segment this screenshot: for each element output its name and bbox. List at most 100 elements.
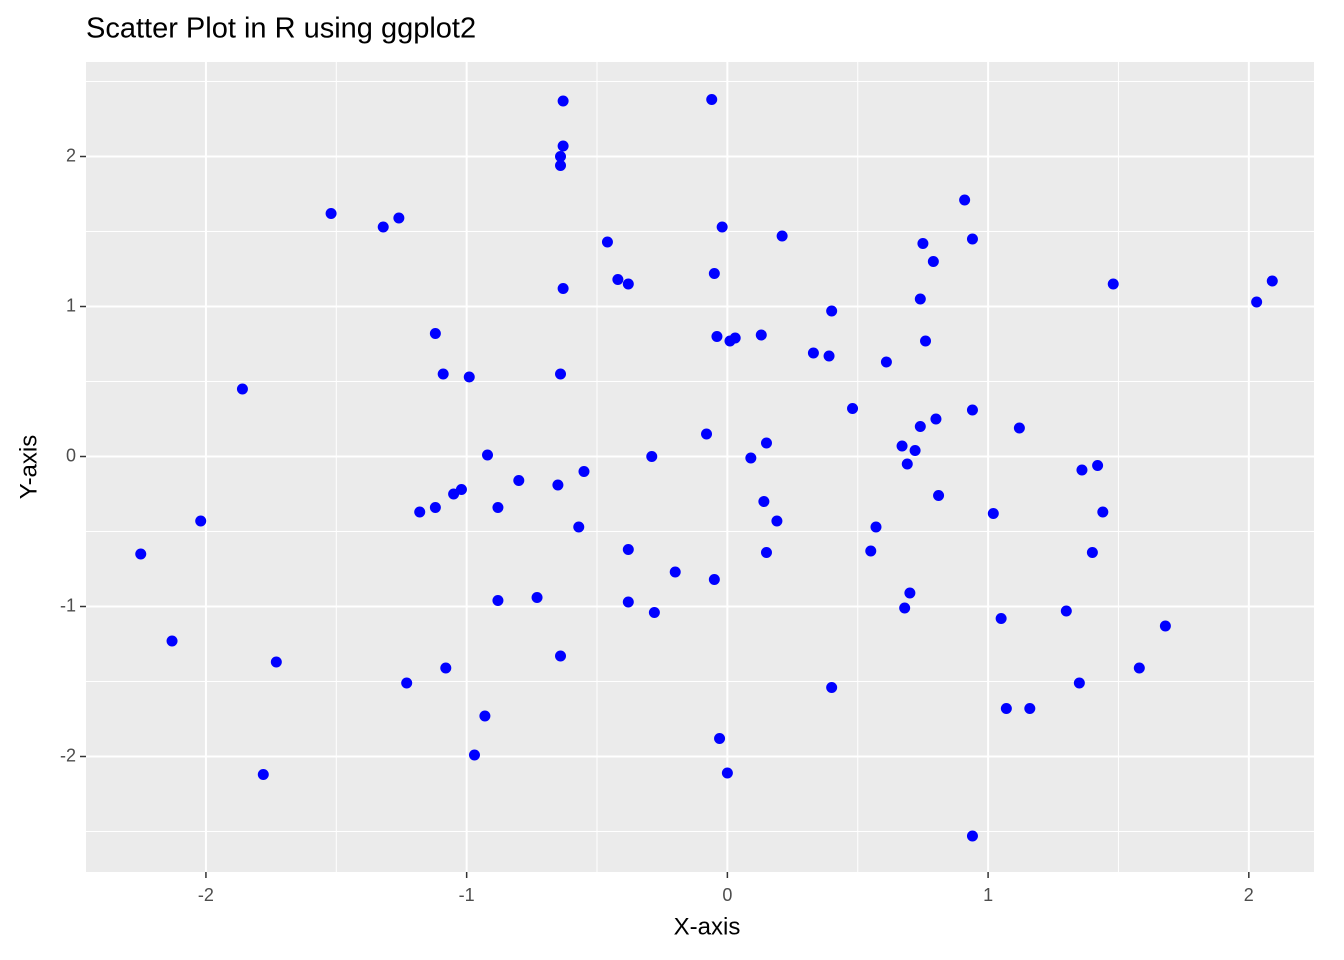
- point: [995, 613, 1007, 624]
- point: [482, 449, 494, 461]
- point: [669, 566, 681, 578]
- point: [1107, 278, 1119, 290]
- y-tick-label: 0: [66, 445, 76, 465]
- point: [706, 94, 718, 105]
- point: [1086, 547, 1098, 558]
- point: [1060, 605, 1072, 617]
- point: [612, 274, 624, 285]
- point: [270, 656, 282, 668]
- point: [870, 521, 882, 533]
- point: [987, 508, 999, 519]
- point: [440, 662, 452, 674]
- point: [1000, 703, 1012, 714]
- point: [429, 502, 441, 513]
- point: [930, 413, 942, 425]
- point: [909, 445, 921, 456]
- y-axis-label: Y-axis: [15, 435, 42, 499]
- point: [555, 650, 567, 662]
- point: [578, 466, 590, 477]
- point: [708, 574, 720, 585]
- point: [195, 515, 207, 527]
- point: [826, 682, 838, 693]
- point: [1092, 460, 1104, 471]
- chart-title: Scatter Plot in R using ggplot2: [86, 13, 476, 45]
- point: [622, 596, 634, 608]
- point: [1097, 506, 1109, 518]
- point: [555, 151, 567, 162]
- point: [552, 479, 564, 491]
- point: [492, 502, 504, 513]
- point: [920, 335, 932, 347]
- point: [414, 506, 426, 518]
- point: [557, 140, 569, 152]
- point: [904, 587, 916, 599]
- point: [745, 452, 757, 464]
- panel: [86, 62, 1314, 872]
- x-tick-label: 1: [983, 885, 993, 905]
- point: [714, 733, 726, 744]
- point: [622, 278, 634, 290]
- point: [899, 602, 911, 614]
- point: [758, 496, 770, 507]
- point: [865, 545, 877, 557]
- point: [755, 329, 767, 341]
- point: [1013, 422, 1025, 434]
- x-tick-label: -1: [459, 885, 475, 905]
- point: [1073, 677, 1085, 689]
- point: [896, 440, 908, 452]
- x-tick-label: -2: [198, 885, 214, 905]
- point: [531, 592, 543, 603]
- point: [716, 221, 728, 233]
- y-tick-label: 2: [66, 145, 76, 165]
- point: [959, 194, 971, 206]
- point: [557, 283, 569, 294]
- x-tick-label: 0: [722, 885, 732, 905]
- point: [823, 350, 835, 362]
- point: [1251, 296, 1263, 308]
- point: [914, 293, 926, 305]
- point: [760, 437, 772, 449]
- point: [729, 332, 741, 344]
- point: [1133, 662, 1145, 674]
- point: [437, 368, 449, 380]
- point: [1159, 620, 1171, 632]
- point: [555, 368, 567, 380]
- point: [555, 160, 567, 171]
- point: [377, 221, 389, 233]
- point: [901, 458, 913, 470]
- point: [166, 635, 178, 647]
- point: [1024, 703, 1036, 714]
- point: [807, 347, 819, 359]
- point: [429, 328, 441, 339]
- point: [455, 484, 467, 495]
- point: [966, 830, 978, 842]
- point: [917, 238, 929, 249]
- x-tick-label: 2: [1244, 885, 1254, 905]
- point: [135, 548, 147, 560]
- point: [847, 403, 859, 414]
- point: [826, 305, 838, 317]
- point: [933, 490, 945, 501]
- y-tick-label: -2: [60, 745, 76, 765]
- point: [513, 475, 525, 486]
- point: [701, 428, 713, 440]
- point: [880, 356, 892, 368]
- point: [760, 547, 772, 558]
- y-tick-label: 1: [66, 295, 76, 315]
- point: [711, 331, 723, 342]
- point: [236, 383, 248, 395]
- point: [492, 595, 504, 606]
- x-axis-label: X-axis: [674, 913, 741, 940]
- y-tick-label: -1: [60, 595, 76, 615]
- point: [1266, 275, 1278, 287]
- point: [393, 212, 405, 224]
- point: [927, 256, 939, 267]
- point: [648, 607, 660, 618]
- point: [325, 208, 337, 219]
- point: [646, 451, 658, 462]
- point: [557, 95, 569, 107]
- point: [468, 749, 480, 761]
- point: [776, 230, 788, 242]
- point: [573, 521, 585, 533]
